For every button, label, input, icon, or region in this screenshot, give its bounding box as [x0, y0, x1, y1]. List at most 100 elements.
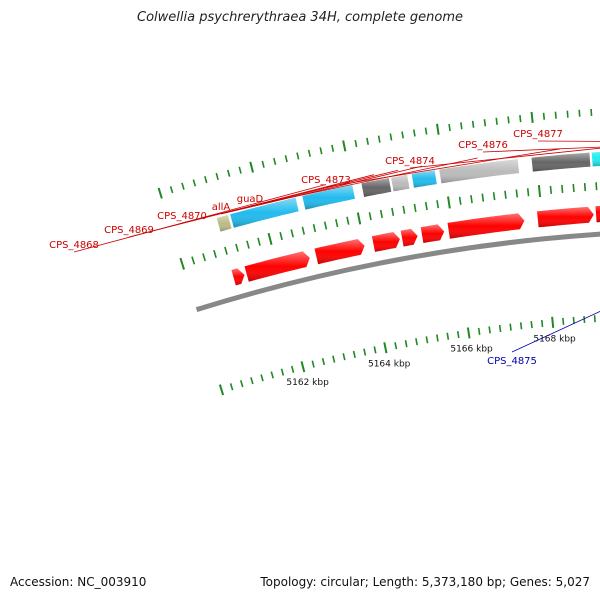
tick-mark — [515, 189, 519, 198]
tick-mark — [179, 257, 185, 270]
tick-mark — [481, 193, 485, 202]
tick-mark — [507, 116, 510, 124]
tick-mark — [229, 383, 234, 391]
leader-line — [482, 146, 600, 153]
tick-mark — [583, 315, 586, 324]
tick-mark — [235, 243, 239, 252]
tick-mark — [319, 147, 323, 155]
ruler-label: 5162 kbp — [286, 378, 329, 388]
tick-mark — [425, 336, 429, 344]
cog-bar-shading — [216, 215, 232, 232]
tick-mark — [270, 371, 274, 379]
tick-mark — [383, 342, 388, 354]
tick-mark — [204, 176, 208, 184]
gene-label: CPS_4873 — [301, 175, 351, 186]
tick-mark — [224, 246, 228, 255]
cog-bar-shading — [531, 152, 591, 172]
ruler-label: 5168 kbp — [533, 334, 576, 344]
tick-mark — [488, 326, 491, 334]
tick-mark — [267, 232, 273, 245]
cog-bar-shading — [361, 178, 392, 197]
tick-mark — [291, 365, 295, 373]
tick-mark — [595, 182, 598, 191]
gene-label: CPS_4869 — [104, 225, 154, 236]
tick-mark — [492, 192, 496, 201]
tick-mark — [554, 111, 557, 119]
tick-mark — [346, 216, 350, 225]
gene-label: CPS_4870 — [157, 211, 207, 222]
tick-mark — [549, 185, 553, 194]
tick-mark — [436, 123, 440, 135]
gene-label: CPS_4874 — [385, 156, 435, 167]
tick-mark — [169, 186, 174, 194]
cds-feature-track — [231, 206, 600, 286]
cds-arrow-shading — [400, 228, 418, 247]
tick-mark — [311, 360, 315, 368]
tick-mark — [192, 179, 197, 187]
tick-mark — [257, 237, 261, 246]
leader-line — [325, 148, 560, 188]
tick-mark — [373, 346, 377, 354]
tick-mark — [191, 256, 196, 265]
tick-mark — [540, 319, 544, 328]
tick-mark — [466, 327, 471, 339]
tick-mark — [446, 332, 450, 340]
cds-arrow-shading — [447, 213, 525, 239]
tick-mark — [562, 317, 565, 325]
tick-mark — [483, 119, 487, 127]
backbone-arc — [195, 231, 600, 313]
tick-mark — [413, 203, 417, 212]
tick-mark — [470, 195, 473, 204]
tick-mark — [363, 348, 367, 356]
tick-mark — [394, 342, 398, 350]
tick-mark — [250, 377, 254, 385]
accession-label: Accession: NC_003910 — [10, 575, 147, 589]
tick-mark — [301, 226, 306, 235]
map-title: Colwellia psychrerythraea 34H, complete … — [137, 10, 463, 25]
cds-arrow-shading — [314, 239, 365, 265]
ruler-label: 5164 kbp — [368, 359, 411, 369]
ruler-label: 5166 kbp — [450, 345, 493, 355]
tick-mark — [456, 330, 460, 339]
tick-mark — [279, 232, 283, 241]
cog-bar-shading — [302, 185, 355, 210]
tick-mark — [215, 172, 219, 180]
tick-mark — [572, 183, 575, 192]
tick-mark — [498, 324, 502, 333]
gene-label: allA — [212, 202, 231, 213]
tick-mark — [415, 338, 418, 346]
tick-mark — [435, 334, 439, 342]
genome-backbone — [195, 231, 600, 313]
cds-arrow-shading — [420, 224, 445, 243]
leader-line — [181, 169, 399, 224]
tick-mark — [447, 196, 451, 209]
tick-mark — [519, 115, 522, 123]
tick-mark — [519, 322, 523, 330]
cds-arrow-shading — [371, 232, 400, 252]
tick-mark — [504, 190, 507, 199]
tick-mark — [213, 249, 217, 259]
tick-mark — [424, 127, 428, 135]
tick-mark — [583, 183, 587, 192]
tick-mark — [260, 374, 264, 382]
leader-line — [537, 140, 600, 142]
tick-mark — [412, 129, 416, 137]
tick-mark — [331, 144, 335, 152]
tick-mark — [246, 240, 250, 249]
tick-mark — [566, 110, 569, 118]
tick-mark — [368, 212, 372, 221]
tick-mark — [424, 201, 428, 211]
tick-mark — [226, 169, 231, 177]
tick-mark — [342, 140, 347, 152]
tick-mark — [530, 321, 533, 329]
tick-mark — [181, 182, 185, 190]
gene-label: CPS_4868 — [49, 240, 99, 251]
tick-mark — [239, 380, 244, 388]
tick-mark — [593, 315, 596, 323]
leader-line — [220, 165, 423, 215]
tick-mark — [448, 123, 451, 132]
tick-mark — [321, 358, 326, 366]
tick-mark — [389, 133, 393, 141]
